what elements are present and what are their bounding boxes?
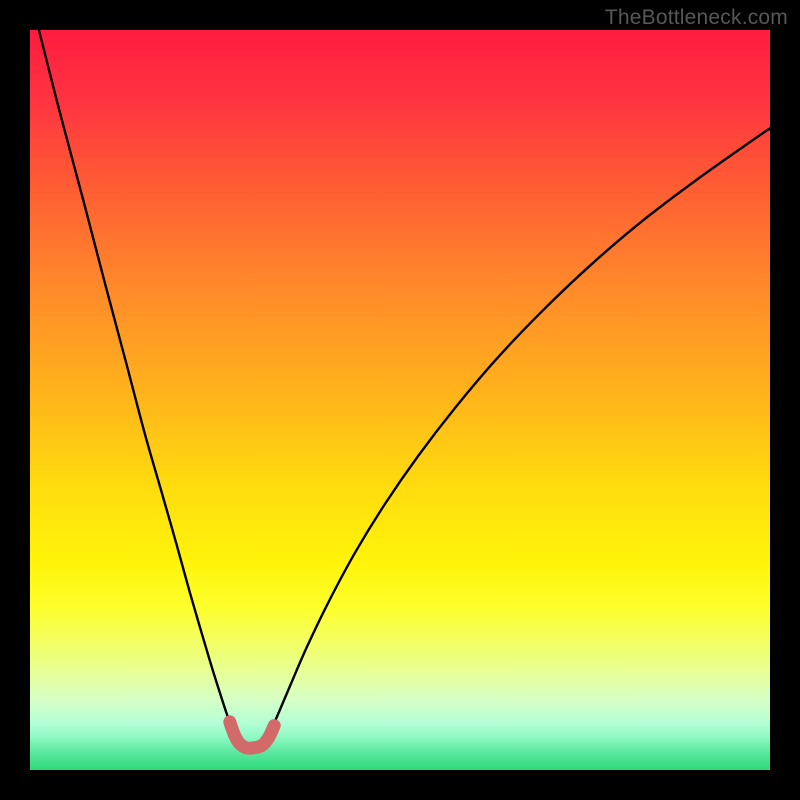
bottleneck-curve bbox=[39, 30, 770, 734]
highlight-u-segment bbox=[230, 722, 274, 748]
watermark-text: TheBottleneck.com bbox=[605, 6, 788, 30]
plot-area bbox=[30, 30, 770, 770]
curve-layer bbox=[30, 30, 770, 770]
